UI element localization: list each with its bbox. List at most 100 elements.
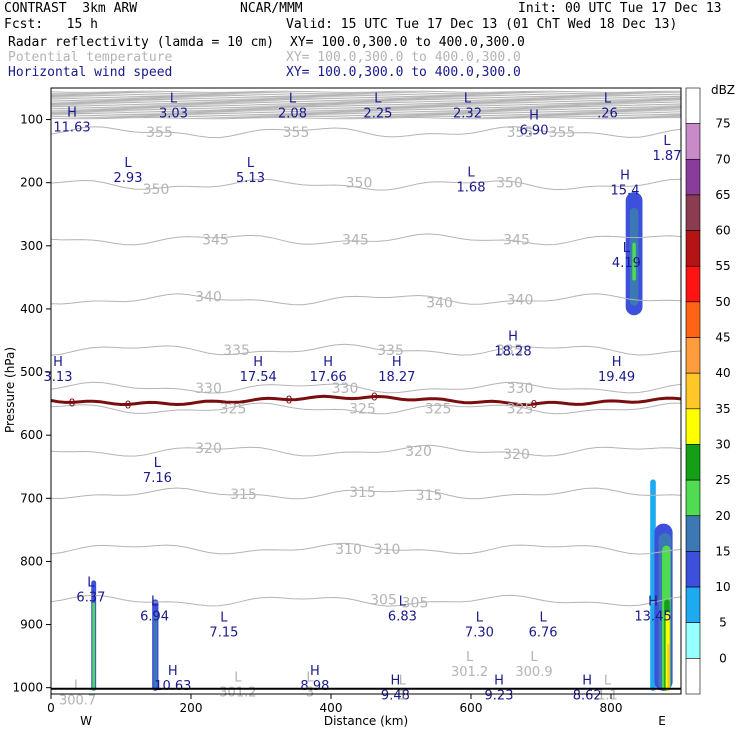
zero-isotherm: [51, 394, 681, 407]
extremum-marker: H: [53, 355, 63, 370]
theta-label: 335: [377, 343, 404, 359]
extremum-value: 7.30: [465, 625, 494, 640]
theta-line-stratosphere: [51, 111, 681, 114]
field-reflectivity-xy: XY= 100.0,300.0 to 400.0,300.0: [290, 35, 525, 50]
extremum-marker: H: [620, 169, 630, 184]
zero-isotherm-label: 0: [125, 398, 132, 411]
colorbar-swatch: [685, 622, 701, 659]
extremum-marker: H: [508, 330, 518, 345]
extremum-value: 11.63: [53, 120, 90, 135]
x-tick-label: 800: [600, 701, 623, 715]
colorbar-label: 25: [715, 473, 730, 487]
theta-line: [51, 444, 681, 457]
y-tick-label: 200: [20, 176, 43, 190]
extremum-value: 1: [398, 689, 406, 704]
theta-line-stratosphere: [51, 97, 681, 100]
colorbar-swatch: [685, 265, 701, 303]
theta-line-stratosphere: [51, 110, 681, 113]
theta-line: [51, 487, 681, 500]
extremum-value: 301.2: [451, 665, 488, 680]
theta-label: 355: [146, 125, 173, 141]
theta-line-stratosphere: [51, 116, 681, 120]
extremum-marker: L: [539, 610, 547, 625]
zero-isotherm-label: 0: [371, 391, 378, 404]
extremum-value: 9.23: [485, 689, 514, 704]
contour-labels: 355 355 355 355 350 350 350 345 345 345 340 340 340 3…: [69, 125, 576, 611]
theta-label: 350: [496, 176, 523, 192]
extremum-value: 7.15: [209, 625, 238, 640]
extremum-marker: H: [648, 595, 658, 610]
extremum-marker: L: [151, 595, 159, 610]
colorbar-label: 75: [715, 117, 730, 131]
x-axis-title: Distance (km): [324, 714, 408, 728]
colorbar-label: 55: [715, 259, 730, 273]
theta-line: [51, 126, 681, 139]
colorbar-swatch: [685, 658, 701, 695]
theta-label: 315: [416, 488, 443, 504]
theta-line-stratosphere: [51, 98, 681, 102]
zero-isotherm-line: [51, 394, 681, 407]
extremum-marker: H: [391, 674, 401, 689]
extremum-value: 3: [306, 685, 314, 700]
extremum-marker: H: [529, 109, 539, 124]
theta-line-stratosphere: [51, 101, 681, 105]
theta-label: 345: [342, 233, 369, 249]
x-tick-label: 0: [47, 701, 55, 715]
extremum-marker: L: [466, 650, 474, 665]
colorbar-swatch: [685, 301, 701, 338]
colorbar-label: 60: [715, 224, 730, 238]
extremum-value: 10.63: [154, 679, 191, 694]
theta-label: 305: [370, 592, 397, 608]
colorbar-swatch: [685, 372, 701, 410]
colorbar-label: 50: [715, 295, 730, 309]
extremum-marker: L: [399, 674, 407, 689]
x-tick-label: 200: [180, 701, 203, 715]
theta-label: 345: [503, 233, 530, 249]
colorbar-label: 10: [715, 580, 730, 594]
field-theta-xy: XY= 100.0,300.0 to 400.0,300.0: [286, 50, 521, 65]
colorbar-swatch: [685, 408, 701, 445]
extremum-marker: L: [476, 610, 484, 625]
extremum-value: 3.03: [159, 107, 188, 122]
extremum-value: 15.4: [611, 184, 640, 199]
theta-line-stratosphere: [51, 91, 681, 95]
plot-frame: [50, 87, 682, 695]
extremum-value: 13.45: [634, 610, 671, 625]
theta-label: 350: [346, 176, 373, 192]
extremum-value: 2.25: [363, 107, 392, 122]
theta-line: [51, 402, 681, 415]
colorbar-swatch: [685, 158, 701, 196]
theta-label: 305: [402, 595, 429, 611]
extremum-marker: H: [323, 355, 333, 370]
theta-line: [51, 233, 681, 246]
extremum-value: 6.76: [529, 625, 558, 640]
extremum-value: 17.54: [240, 370, 277, 385]
reflectivity-cell: [667, 643, 670, 691]
theta-line-stratosphere: [51, 108, 681, 112]
extremum-marker: L: [467, 165, 475, 180]
extremum-marker: L: [530, 650, 538, 665]
west-marker: W: [80, 714, 92, 728]
theta-line: [51, 343, 681, 356]
theta-label: 315: [230, 487, 257, 503]
colorbar-swatch: [685, 515, 701, 552]
field-theta: Potential temperature: [8, 50, 173, 65]
colorbar-label: 65: [715, 188, 730, 202]
colorbar-swatch: [685, 337, 701, 374]
theta-line-stratosphere: [51, 100, 681, 103]
extremum-value: 6.83: [388, 610, 417, 625]
extremum-value: 18.27: [378, 370, 415, 385]
colorbar-swatch: [685, 444, 701, 481]
theta-label: 340: [507, 292, 534, 308]
theta-line-stratosphere: [51, 96, 681, 99]
colorbar-swatch: [685, 586, 701, 624]
theta-line: [51, 542, 681, 555]
y-tick-label: 400: [20, 302, 43, 316]
extrema-labels: H11.63L3.03L2.08L2.25L2.32L.26H6.90L1.87…: [44, 92, 682, 709]
colorbar-label: 0: [719, 651, 727, 665]
theta-label: 355: [283, 125, 310, 141]
theta-line-stratosphere: [51, 94, 681, 98]
